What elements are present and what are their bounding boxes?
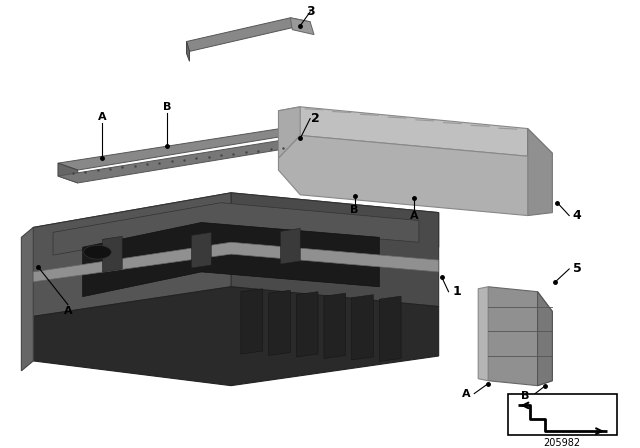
Polygon shape <box>58 140 300 183</box>
Text: 3: 3 <box>306 5 314 18</box>
Polygon shape <box>280 228 300 264</box>
Text: B: B <box>163 102 171 112</box>
Polygon shape <box>324 293 346 358</box>
Polygon shape <box>296 292 318 357</box>
Text: A: A <box>462 388 470 399</box>
Text: B: B <box>522 391 530 401</box>
Polygon shape <box>33 287 438 386</box>
Polygon shape <box>278 107 552 156</box>
Text: A: A <box>98 112 107 122</box>
Polygon shape <box>231 193 438 306</box>
Polygon shape <box>351 295 373 360</box>
Polygon shape <box>269 290 291 355</box>
Polygon shape <box>478 287 488 381</box>
Polygon shape <box>291 18 314 34</box>
Text: 1: 1 <box>452 285 461 298</box>
Polygon shape <box>58 163 77 183</box>
Text: 4: 4 <box>573 209 582 222</box>
Text: A: A <box>63 306 72 316</box>
Text: B: B <box>351 205 359 215</box>
Polygon shape <box>33 193 231 316</box>
Ellipse shape <box>84 245 111 259</box>
Text: 2: 2 <box>310 112 319 125</box>
Polygon shape <box>21 228 33 371</box>
Polygon shape <box>33 242 438 282</box>
Text: 5: 5 <box>573 263 582 276</box>
Polygon shape <box>278 135 527 215</box>
Polygon shape <box>58 129 300 170</box>
Polygon shape <box>527 129 552 215</box>
Polygon shape <box>278 107 300 158</box>
Polygon shape <box>380 296 401 362</box>
Polygon shape <box>102 237 122 272</box>
Polygon shape <box>186 42 189 61</box>
Polygon shape <box>186 18 310 52</box>
Polygon shape <box>538 292 552 386</box>
Text: 205982: 205982 <box>544 438 581 448</box>
Polygon shape <box>488 287 552 386</box>
FancyBboxPatch shape <box>508 393 617 435</box>
Polygon shape <box>83 223 380 297</box>
Polygon shape <box>241 289 262 354</box>
Polygon shape <box>33 193 438 262</box>
Text: A: A <box>410 211 419 220</box>
Polygon shape <box>191 233 211 268</box>
Polygon shape <box>53 202 419 255</box>
